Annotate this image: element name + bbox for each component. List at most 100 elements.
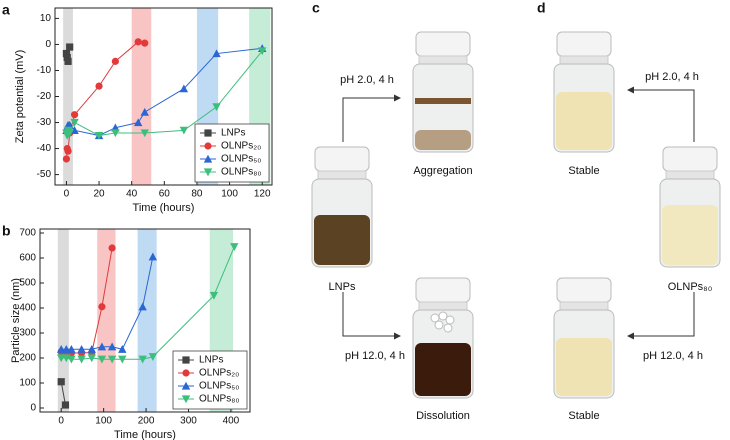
marker [179, 84, 189, 93]
result-label: Dissolution [416, 410, 470, 422]
marker [62, 155, 71, 163]
arrow [627, 86, 695, 142]
marker [87, 354, 96, 363]
marker [212, 49, 221, 58]
y-tick-label: 0 [45, 39, 51, 50]
y-tick-label: -40 [37, 143, 52, 154]
vial-cap [415, 277, 471, 303]
legend-marker [203, 154, 213, 163]
vial-cap [415, 31, 471, 57]
marker [134, 118, 143, 127]
x-tick-label: 300 [180, 416, 197, 427]
result-label: Aggregation [413, 165, 472, 177]
sample-label: LNPs [329, 281, 356, 293]
bubble [443, 323, 453, 333]
x-tick-label: 60 [159, 189, 171, 200]
y-tick-label: 500 [19, 278, 36, 289]
marker [94, 131, 104, 140]
series-line [60, 381, 66, 406]
legend-label: OLNPs₂₀ [199, 368, 239, 379]
y-tick-label: -10 [37, 65, 52, 76]
legend-marker [204, 142, 212, 150]
panel-label: d [537, 0, 546, 16]
vial-neck [559, 301, 609, 311]
marker [140, 129, 149, 138]
legend-marker [181, 395, 191, 404]
condition-label: pH 2.0, 4 h [645, 71, 699, 83]
x-tick-label: 20 [93, 189, 105, 200]
marker [77, 345, 86, 353]
x-tick-label: 40 [126, 189, 138, 200]
x-tick-label: 120 [254, 189, 271, 200]
marker [148, 252, 158, 261]
arrow [342, 292, 401, 340]
y-tick-label: 300 [19, 328, 36, 339]
marker [118, 355, 127, 364]
sediment [415, 130, 471, 150]
panel-label: b [2, 223, 11, 239]
vial-cap [556, 31, 612, 57]
vial-neck [418, 55, 468, 65]
marker [230, 243, 239, 251]
marker [61, 401, 70, 409]
vial-neck [418, 301, 468, 311]
marker [70, 111, 79, 119]
y-tick-label: 10 [40, 13, 52, 24]
highlight-band [97, 229, 116, 412]
marker [95, 82, 103, 90]
marker [67, 355, 76, 364]
highlight-band [137, 229, 157, 412]
marker [67, 345, 76, 353]
marker [97, 355, 107, 364]
y-axis-label: Zeta potential (mV) [14, 50, 26, 144]
x-tick-label: 100 [221, 189, 238, 200]
vial-liquid [415, 343, 471, 396]
sample-label: OLNPs₈₀ [668, 281, 713, 293]
marker [77, 355, 86, 364]
legend-label: OLNPs₅₀ [221, 154, 261, 165]
y-tick-label: -20 [37, 91, 52, 102]
vial-liquid [556, 92, 612, 150]
marker [98, 303, 106, 311]
photo-panels [311, 31, 721, 399]
marker [70, 126, 79, 134]
arrow [627, 292, 695, 340]
marker [138, 302, 147, 311]
arrow [342, 94, 401, 142]
vial-neck [317, 170, 367, 180]
marker [148, 353, 158, 361]
highlight-band [63, 8, 73, 185]
vial-cap [556, 277, 612, 303]
marker [138, 355, 147, 364]
sediment [415, 98, 471, 104]
x-tick-label: 100 [95, 416, 112, 427]
condition-label: pH 2.0, 4 h [340, 74, 394, 86]
marker [107, 342, 117, 351]
x-axis-label: Time (hours) [114, 429, 176, 440]
x-tick-label: 200 [138, 416, 155, 427]
bubble [434, 320, 444, 330]
marker [111, 57, 119, 65]
legend-marker [204, 129, 212, 137]
x-tick-label: 400 [223, 416, 240, 427]
x-tick-label: 0 [58, 416, 64, 427]
vial-liquid [314, 215, 370, 265]
y-tick-label: -30 [37, 117, 52, 128]
series-line [61, 256, 154, 350]
legend-label: OLNPs₂₀ [221, 141, 261, 152]
highlight-band [131, 8, 152, 185]
x-tick-label: 80 [191, 189, 203, 200]
series-line [65, 47, 263, 137]
marker [118, 345, 127, 353]
marker [134, 38, 142, 46]
marker [62, 49, 71, 58]
marker [111, 129, 120, 138]
marker [64, 57, 72, 65]
y-tick-label: 700 [19, 228, 36, 239]
legend-label: OLNPs₈₀ [199, 394, 240, 405]
vial-liquid [662, 205, 718, 265]
marker [64, 147, 72, 155]
legend-label: LNPs [199, 355, 223, 366]
marker [258, 47, 267, 56]
